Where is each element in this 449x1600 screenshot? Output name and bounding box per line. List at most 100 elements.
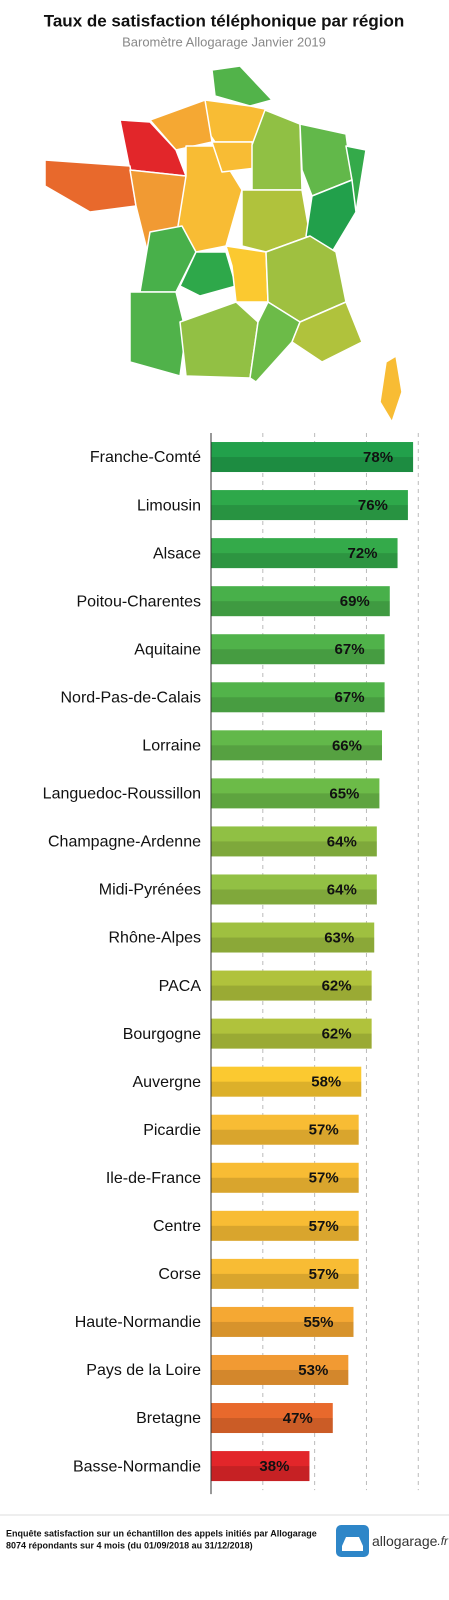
bar-shade: [211, 1129, 359, 1145]
bar: [211, 1258, 359, 1289]
bar: [211, 922, 375, 953]
bar: [211, 1114, 359, 1145]
bar-shade: [211, 1081, 362, 1097]
bar: [211, 874, 377, 905]
bar: [211, 442, 414, 473]
bar-shade: [211, 505, 408, 521]
category-label: Bourgogne: [123, 1026, 201, 1043]
bar-shade: [211, 1369, 349, 1385]
value-label: 57%: [309, 1218, 339, 1235]
value-label: 58%: [311, 1074, 341, 1091]
category-label: Alsace: [153, 545, 201, 562]
category-label: Picardie: [143, 1122, 201, 1139]
bar: [211, 586, 390, 617]
category-label: Corse: [158, 1266, 201, 1283]
bar: [211, 538, 398, 569]
value-label: 63%: [324, 929, 354, 946]
bar-shade: [211, 457, 414, 473]
bar-shade: [211, 745, 382, 761]
value-label: 64%: [327, 833, 357, 850]
category-label: Haute-Normandie: [75, 1314, 201, 1331]
footer-note: 8074 répondants sur 4 mois (du 01/09/201…: [6, 1540, 253, 1550]
category-label: Basse-Normandie: [73, 1458, 201, 1475]
bar-chart: Franche-Comté 78% Limousin 76% Alsace 72% Poit…: [43, 433, 419, 1495]
value-label: 57%: [309, 1170, 339, 1187]
value-label: 57%: [309, 1266, 339, 1283]
footer-note: Enquête satisfaction sur un échantillon …: [6, 1528, 317, 1538]
category-label: Rhône-Alpes: [109, 930, 202, 947]
category-label: Auvergne: [133, 1074, 202, 1091]
bar: [211, 1162, 359, 1193]
value-label: 47%: [283, 1410, 313, 1427]
bar: [211, 1066, 362, 1097]
logo-text: allogarage.fr: [372, 1533, 449, 1549]
bar-shade: [211, 1177, 359, 1193]
value-label: 67%: [335, 641, 365, 658]
map: [44, 65, 403, 423]
category-label: Aquitaine: [134, 641, 201, 658]
value-label: 64%: [327, 881, 357, 898]
bar-shade: [211, 937, 375, 953]
category-label: PACA: [159, 978, 202, 995]
value-label: 55%: [303, 1314, 333, 1331]
value-label: 72%: [348, 545, 378, 562]
bar-shade: [211, 985, 372, 1001]
bar: [211, 970, 372, 1001]
logo-suffix: .fr: [437, 1534, 449, 1548]
bar-shade: [211, 1321, 354, 1337]
category-label: Pays de la Loire: [86, 1362, 201, 1379]
category-label: Languedoc-Roussillon: [43, 786, 201, 803]
category-label: Lorraine: [142, 738, 201, 755]
bar: [211, 1451, 310, 1482]
bar-shade: [211, 553, 398, 569]
category-label: Centre: [153, 1218, 201, 1235]
value-label: 62%: [322, 1026, 352, 1043]
chart-title: Taux de satisfaction téléphonique par ré…: [44, 11, 405, 30]
bar: [211, 1306, 354, 1337]
category-label: Nord-Pas-de-Calais: [61, 689, 202, 706]
value-label: 57%: [309, 1122, 339, 1139]
bar-shade: [211, 1225, 359, 1241]
bar: [211, 634, 385, 665]
category-label: Limousin: [137, 497, 201, 514]
logo: allogarage.fr: [336, 1525, 449, 1557]
logo-car: [342, 1537, 363, 1551]
bar: [211, 1210, 359, 1241]
value-label: 69%: [340, 593, 370, 610]
value-label: 65%: [329, 785, 359, 802]
value-label: 38%: [259, 1458, 289, 1475]
bar-shade: [211, 1033, 372, 1049]
value-label: 78%: [363, 449, 393, 466]
category-label: Midi-Pyrénées: [99, 882, 201, 899]
value-label: 67%: [335, 689, 365, 706]
value-label: 62%: [322, 978, 352, 995]
bar-shade: [211, 889, 377, 905]
bar: [211, 778, 380, 809]
bar: [211, 730, 382, 761]
bar: [211, 1403, 333, 1434]
bar-shade: [211, 601, 390, 617]
value-label: 53%: [298, 1362, 328, 1379]
category-label: Champagne-Ardenne: [48, 834, 201, 851]
bar-shade: [211, 1418, 333, 1434]
bar-shade: [211, 793, 380, 809]
bar-shade: [211, 1466, 310, 1482]
category-label: Ile-de-France: [106, 1170, 201, 1187]
category-label: Franche-Comté: [90, 449, 201, 466]
logo-name: allogarage: [372, 1533, 438, 1549]
category-label: Poitou-Charentes: [76, 593, 201, 610]
bar-shade: [211, 697, 385, 713]
bar: [211, 826, 377, 857]
bar-shade: [211, 1273, 359, 1289]
bar-shade: [211, 649, 385, 665]
bar: [211, 1018, 372, 1049]
value-label: 66%: [332, 737, 362, 754]
category-label: Bretagne: [136, 1410, 201, 1427]
value-label: 76%: [358, 497, 388, 514]
bar: [211, 490, 408, 521]
bar: [211, 1354, 349, 1385]
bar-shade: [211, 841, 377, 857]
chart-subtitle: Baromètre Allogarage Janvier 2019: [122, 34, 326, 49]
bar: [211, 682, 385, 713]
